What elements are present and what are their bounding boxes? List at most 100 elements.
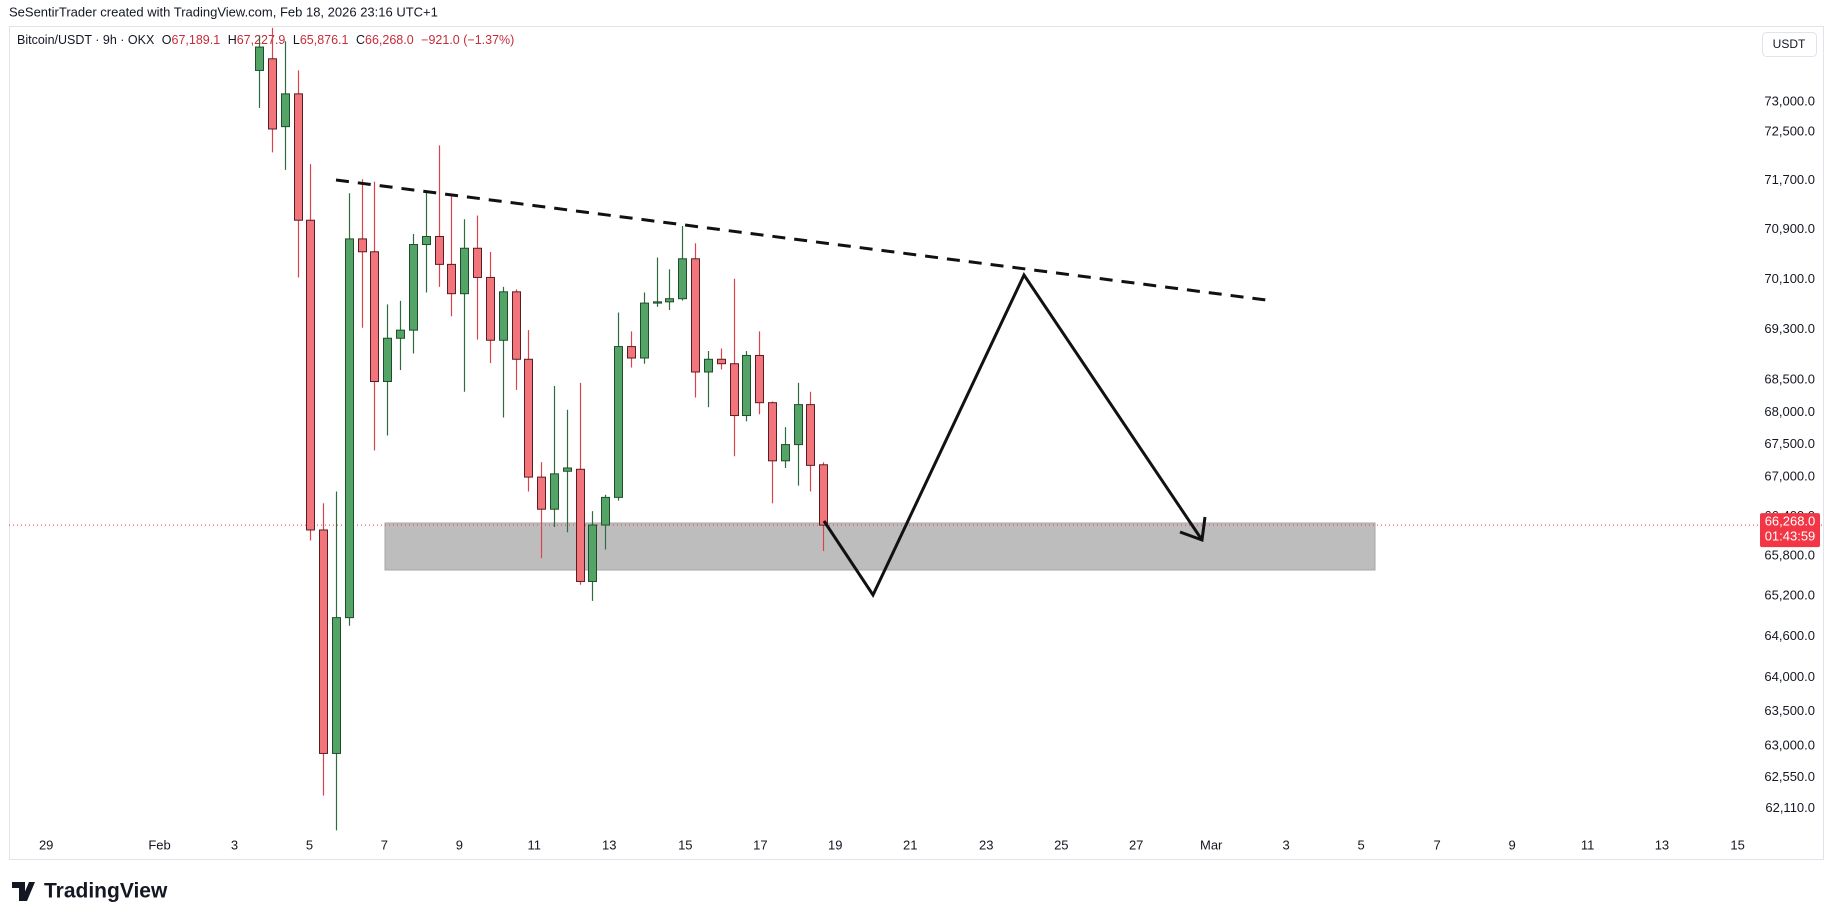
x-tick-label: 7 [381,837,388,852]
x-tick-label: 3 [1282,837,1289,852]
legend-key: C [356,33,365,47]
x-tick-label: Mar [1200,837,1223,852]
x-tick-label: 29 [39,837,53,852]
candle-body [499,291,508,341]
candle-body [306,219,315,531]
currency-label[interactable]: USDT [1773,37,1806,51]
candle-body [268,58,277,130]
candle-body [691,258,700,373]
y-tick-label: 63,000.0 [1764,738,1815,753]
y-tick-label: 67,500.0 [1764,436,1815,451]
y-tick-label: 70,900.0 [1764,221,1815,236]
currency-button[interactable] [1762,32,1817,57]
candle-body [678,258,687,300]
drawings-back [384,522,1376,571]
y-tick-label: 63,500.0 [1764,703,1815,718]
legend-value: 66,268.0 [365,33,414,47]
candle-body [460,247,469,295]
x-tick-label: 15 [678,837,692,852]
x-tick-label: 7 [1434,837,1441,852]
x-tick-label: Feb [148,837,170,852]
y-tick-label: 64,600.0 [1764,628,1815,643]
y-tick-label: 71,700.0 [1764,172,1815,187]
support-zone [384,522,1376,571]
y-tick-label: 70,100.0 [1764,271,1815,286]
x-tick-label: 25 [1054,837,1068,852]
legend-value: 67,227.9 [237,33,286,47]
candle-body [422,235,431,246]
candle-body [563,467,572,472]
logo: TradingView [12,880,168,903]
trend-line [335,178,1267,302]
y-tick-label: 62,110.0 [1765,800,1815,815]
candle-body [781,444,790,462]
chart-frame [9,26,1824,860]
x-tick-label: 5 [1357,837,1364,852]
x-tick-label: 5 [306,837,313,852]
x-tick-label: 3 [231,837,238,852]
candle-body [512,291,521,360]
legend-value: 67,189.1 [172,33,221,47]
y-tick-label: 72,500.0 [1764,124,1815,139]
drawings-front [335,178,1267,599]
candle-body [383,337,392,383]
candle-body [281,93,290,128]
candle-body [319,529,328,754]
candle-body [640,302,649,359]
candle-body [794,404,803,446]
x-tick-label: 27 [1129,837,1143,852]
candle-body [332,617,341,754]
legend-key: H [228,33,237,47]
y-tick-label: 65,200.0 [1764,588,1815,603]
y-tick-label: 62,550.0 [1764,769,1815,784]
candle-body [576,468,585,582]
y-tick-label: 68,000.0 [1764,404,1815,419]
x-tick-label: 21 [903,837,917,852]
candle-body [345,238,354,619]
x-tick-label: 13 [1655,837,1669,852]
x-tick-label: 11 [1581,837,1595,852]
x-tick-label: 17 [753,837,767,852]
candle-body [742,354,751,417]
y-tick-label: 69,300.0 [1764,321,1815,336]
x-tick-label: 11 [528,837,542,852]
y-tick-label: 67,000.0 [1764,469,1815,484]
candle-body [730,363,739,417]
candle-body [486,276,495,341]
axes: 73,000.0 72,500.0 71,700.0 70,900.0 70,100.0… [39,94,1820,852]
candle-body [473,247,482,278]
candle-body [447,263,456,295]
candle-body [358,238,367,253]
candle-body [717,358,726,365]
x-tick-label: 23 [979,837,993,852]
symbol-legend: Bitcoin/USDT · 9h · OKX O67,189.1 H67,22… [17,33,514,47]
logo-icon [12,882,35,901]
last-price-box [1760,513,1820,548]
legend-key: O [162,33,172,47]
candle-body [653,301,662,304]
candle-body [588,524,597,582]
candles [255,27,828,831]
symbol: Bitcoin/USDT · 9h · OKX [17,33,155,47]
candle-body [396,329,405,339]
x-tick-label: 19 [828,837,842,852]
y-tick-label: 68,500.0 [1764,372,1815,387]
candle-body [704,358,713,373]
legend-change: −921.0 (−1.37%) [421,33,514,47]
candle-body [435,235,444,265]
candle-body [627,346,636,359]
candle-body [524,358,533,478]
candle-body [755,354,764,404]
legend-key: L [293,33,300,47]
y-tick-label: 64,000.0 [1764,669,1815,684]
candle-body [550,473,559,510]
projection-path [822,271,1204,599]
y-tick-label: 65,800.0 [1764,548,1815,563]
projection-arrowhead [1179,516,1207,543]
candle-body [537,476,546,510]
candle-body [665,298,674,303]
candle-body [768,402,777,462]
